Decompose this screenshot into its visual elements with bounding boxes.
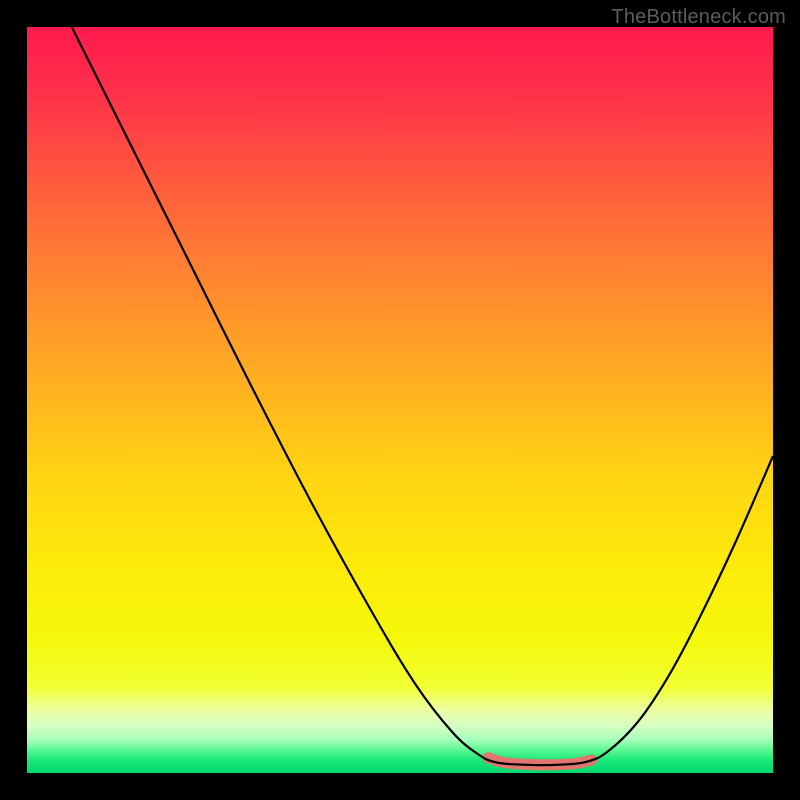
curve-layer (27, 27, 773, 773)
bottleneck-curve (72, 27, 773, 765)
watermark-label: TheBottleneck.com (611, 6, 786, 29)
chart-frame: TheBottleneck.com (0, 0, 800, 800)
plot-area (27, 27, 773, 773)
